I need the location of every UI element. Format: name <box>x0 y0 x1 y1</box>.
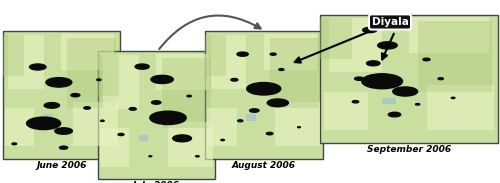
Circle shape <box>96 79 101 81</box>
Circle shape <box>26 117 60 130</box>
Circle shape <box>60 146 68 149</box>
Circle shape <box>55 128 72 134</box>
Bar <box>211 35 246 89</box>
Circle shape <box>71 94 80 97</box>
Bar <box>5 108 34 146</box>
Circle shape <box>231 79 238 81</box>
Circle shape <box>423 58 430 61</box>
Bar <box>73 102 118 146</box>
Bar <box>2 35 24 76</box>
Text: Diyala: Diyala <box>372 17 408 27</box>
Circle shape <box>238 120 243 122</box>
Bar <box>98 55 118 96</box>
Bar <box>418 21 492 92</box>
Circle shape <box>129 108 136 110</box>
Bar <box>104 55 138 109</box>
Text: September 2006: September 2006 <box>366 145 451 154</box>
Circle shape <box>44 103 60 108</box>
Circle shape <box>266 132 273 135</box>
Bar <box>205 31 322 159</box>
Circle shape <box>250 109 259 112</box>
Bar <box>156 54 209 90</box>
Circle shape <box>237 52 248 56</box>
Circle shape <box>268 99 288 107</box>
Bar <box>98 51 215 179</box>
Circle shape <box>246 83 281 95</box>
Bar <box>162 58 212 128</box>
Circle shape <box>366 61 380 66</box>
Circle shape <box>135 64 149 69</box>
Circle shape <box>118 133 124 136</box>
Circle shape <box>150 111 186 124</box>
Bar <box>329 18 382 72</box>
Circle shape <box>388 112 401 117</box>
Circle shape <box>362 27 377 33</box>
Bar <box>382 98 396 104</box>
Circle shape <box>30 64 46 70</box>
Bar <box>246 114 256 121</box>
Text: August 2006: August 2006 <box>232 161 296 170</box>
Circle shape <box>298 127 300 128</box>
Circle shape <box>393 87 417 96</box>
Bar <box>100 128 129 167</box>
Circle shape <box>378 42 397 49</box>
Circle shape <box>46 78 72 87</box>
Circle shape <box>221 139 224 141</box>
Bar <box>8 35 43 89</box>
Bar <box>2 31 120 159</box>
Circle shape <box>362 74 403 89</box>
Circle shape <box>152 101 161 104</box>
Bar <box>276 102 320 146</box>
Circle shape <box>151 75 174 83</box>
Text: June 2006: June 2006 <box>36 161 86 170</box>
Circle shape <box>354 77 364 80</box>
Circle shape <box>452 97 455 99</box>
Bar <box>205 35 226 76</box>
Bar <box>138 135 148 141</box>
Bar <box>324 92 368 130</box>
Circle shape <box>416 104 420 105</box>
Bar <box>320 18 352 59</box>
Circle shape <box>12 143 16 145</box>
Bar <box>270 38 319 108</box>
Circle shape <box>172 135 192 142</box>
Circle shape <box>352 101 358 103</box>
Text: July 2006: July 2006 <box>133 181 180 183</box>
Circle shape <box>149 156 152 157</box>
Bar <box>61 34 114 70</box>
Circle shape <box>187 95 192 97</box>
Circle shape <box>270 53 276 55</box>
Circle shape <box>196 156 199 157</box>
Circle shape <box>438 78 444 80</box>
Bar <box>264 34 316 70</box>
Bar <box>409 17 488 53</box>
Circle shape <box>100 120 104 122</box>
Bar <box>208 108 236 146</box>
Bar <box>67 38 116 108</box>
Bar <box>44 114 53 121</box>
Circle shape <box>279 69 284 70</box>
Bar <box>168 122 212 167</box>
Bar <box>320 15 498 143</box>
Circle shape <box>84 107 90 109</box>
Bar <box>426 85 494 130</box>
